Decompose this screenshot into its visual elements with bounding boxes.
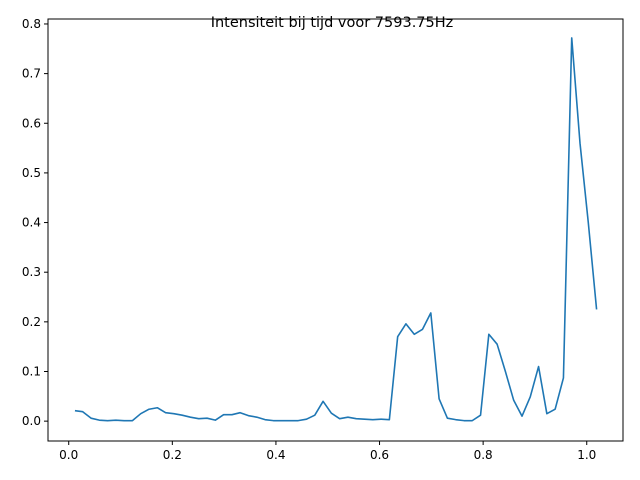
- series-line: [74, 37, 598, 422]
- y-tick-label: 0.4: [22, 216, 41, 230]
- x-tick-label: 0.4: [266, 448, 285, 462]
- y-tick-label: 0.1: [22, 364, 41, 378]
- y-axis: 0.0 0.1 0.2 0.3 0.4 0.5 0.6 0.7 0.8: [22, 17, 48, 428]
- y-tick-label: 0.2: [22, 315, 41, 329]
- y-tick-label: 0.0: [22, 414, 41, 428]
- x-tick-label: 0.6: [370, 448, 389, 462]
- y-tick-label: 0.8: [22, 17, 41, 31]
- series-layer: [74, 37, 598, 422]
- y-tick-label: 0.5: [22, 166, 41, 180]
- y-tick-label: 0.7: [22, 67, 41, 81]
- x-tick-label: 0.2: [163, 448, 182, 462]
- x-tick-label: 1.0: [577, 448, 596, 462]
- x-tick-label: 0.8: [474, 448, 493, 462]
- plot-area: 0.0 0.2 0.4 0.6 0.8 1.0 0.0 0.1 0.2 0.3 0.4 0.5 0.6…: [22, 17, 624, 462]
- chart-title: Intensiteit bij tijd voor 7593.75Hz: [211, 15, 454, 31]
- x-tick-label: 0.0: [59, 448, 78, 462]
- y-tick-label: 0.6: [22, 116, 41, 130]
- axes-frame: [47, 18, 624, 442]
- x-axis: 0.0 0.2 0.4 0.6 0.8 1.0: [59, 441, 596, 462]
- y-tick-label: 0.3: [22, 265, 41, 279]
